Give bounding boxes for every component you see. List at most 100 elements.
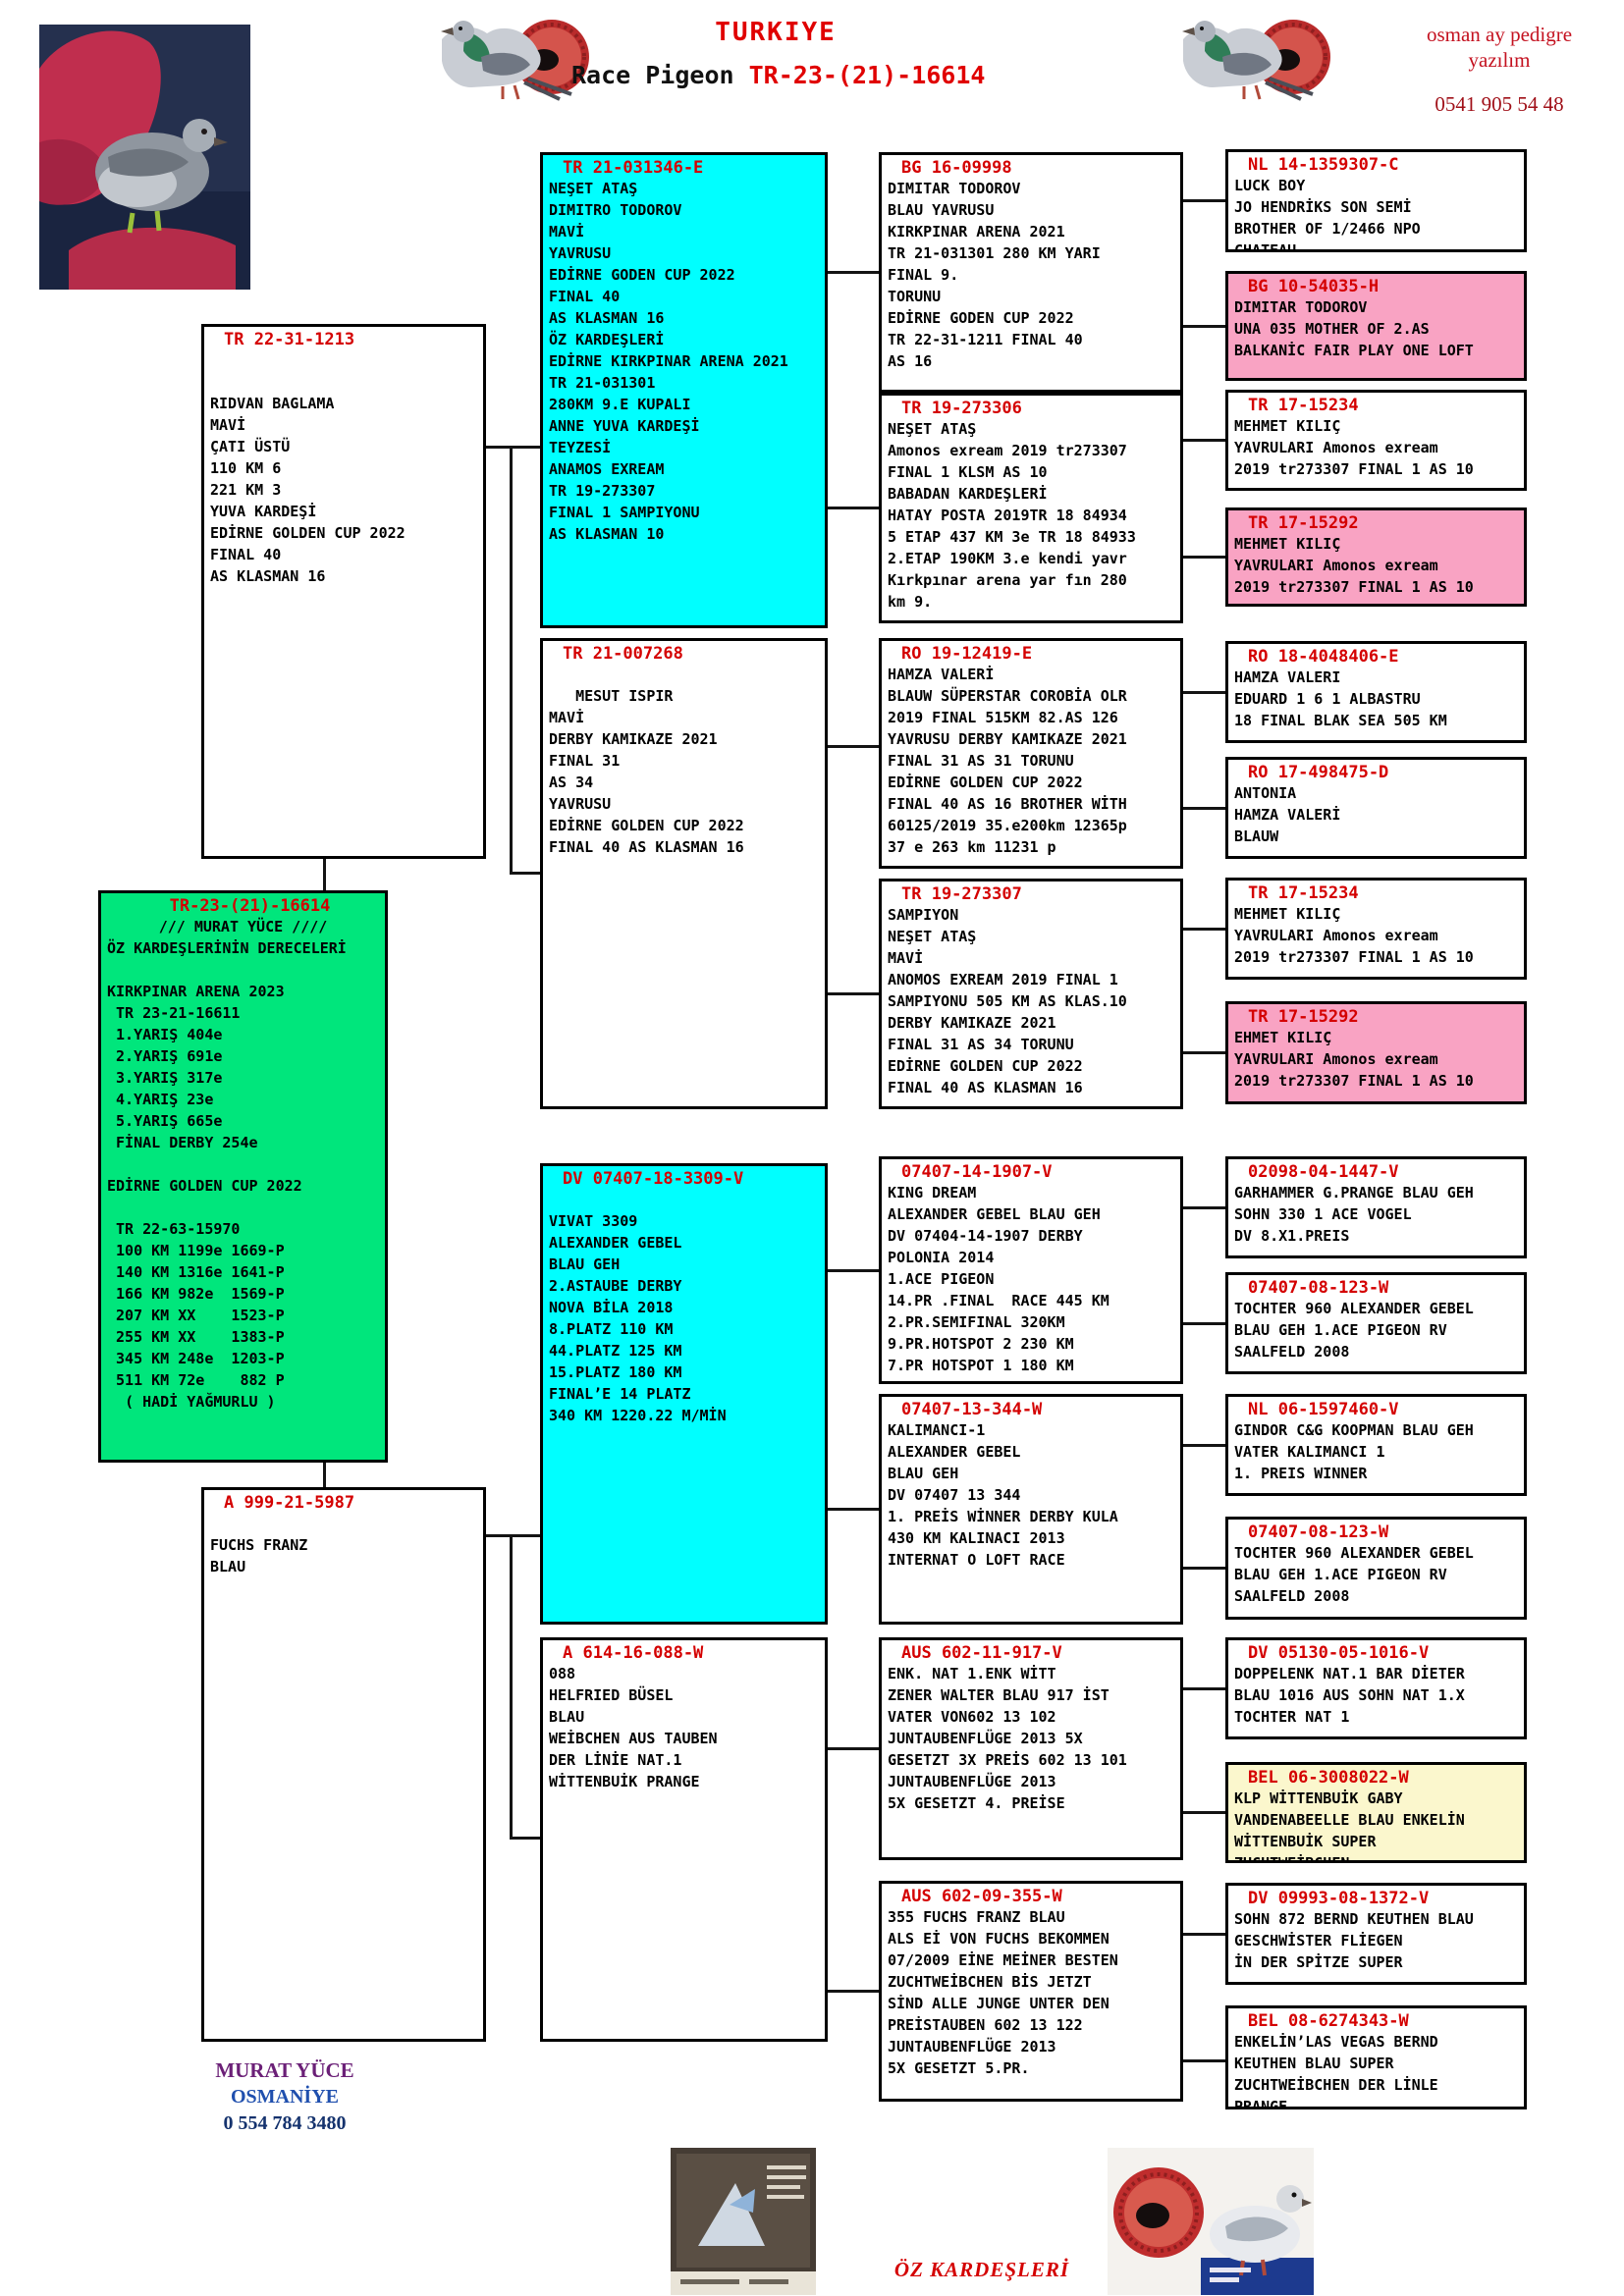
pedigree-box-tr15292b: TR 17-15292 EHMET KILIÇ YAVRULARI Amonos… bbox=[1225, 1001, 1527, 1104]
ring-number: 07407-14-1907-V bbox=[901, 1162, 1053, 1182]
box-body: MEHMET KILIÇ YAVRULARI Amonos exream 201… bbox=[1234, 905, 1474, 966]
box-body: ÖZ KARDEŞLERİNİN DERECELERİ KIRKPINAR AR… bbox=[107, 939, 347, 1411]
connector-line bbox=[510, 1837, 540, 1840]
connector-line bbox=[1183, 1811, 1225, 1814]
ring-number: BEL 06-3008022-W bbox=[1248, 1768, 1409, 1788]
pedigree-box-fmf: RO 19-12419-E HAMZA VALERİ BLAUW SÜPERST… bbox=[879, 638, 1183, 869]
box-body: LUCK BOY JO HENDRİKS SON SEMİ BROTHER OF… bbox=[1234, 177, 1421, 238]
pedigree-box-v02098: 02098-04-1447-V GARHAMMER G.PRANGE BLAU … bbox=[1225, 1156, 1527, 1258]
box-body: ENKELİN’LAS VEGAS BERND KEUTHEN BLAU SUP… bbox=[1234, 2033, 1438, 2094]
connector-line bbox=[486, 1534, 540, 1537]
document-title-label: Race Pigeon bbox=[571, 61, 749, 89]
box-body: TOCHTER 960 ALEXANDER GEBEL BLAU GEH 1.A… bbox=[1234, 1300, 1474, 1361]
fancier-name: NEŞET ATAŞ bbox=[888, 928, 977, 945]
ring-number: TR 17-15292 bbox=[1248, 1007, 1359, 1027]
owner-city: OSMANİYE bbox=[230, 2086, 339, 2108]
connector-line bbox=[828, 745, 879, 748]
ring-number: TR 17-15292 bbox=[1248, 513, 1359, 533]
pedigree-box-mf: DV 07407-18-3309-V VIVAT 3309 ALEXANDER … bbox=[540, 1163, 828, 1625]
box-body: FUCHS FRANZ BLAU bbox=[210, 1536, 308, 1575]
pigeon-eye-logo-right bbox=[1182, 20, 1330, 101]
pedigree-box-tr15234b: TR 17-15234 MEHMET KILIÇ YAVRULARI Amono… bbox=[1225, 878, 1527, 980]
pedigree-box-ro17: RO 17-498475-D ANTONIA HAMZA VALERİ BLAU… bbox=[1225, 757, 1527, 859]
connector-line bbox=[828, 271, 879, 274]
breeder-name: /// MURAT YÜCE //// bbox=[158, 918, 328, 935]
ring-number: 02098-04-1447-V bbox=[1248, 1162, 1399, 1182]
connector-line bbox=[828, 1990, 879, 1993]
ring-number: TR 19-273307 bbox=[901, 884, 1022, 904]
pedigree-box-mother: A 999-21-5987 FUCHS FRANZ BLAU bbox=[201, 1487, 486, 2042]
box-body: KLP WİTTENBUİK GABY VANDENABEELLE BLAU E… bbox=[1234, 1789, 1465, 1850]
fancier-name: MESUT ISPIR bbox=[575, 687, 674, 705]
box-body: HAMZA VALERİ BLAUW SÜPERSTAR COROBİA OLR… bbox=[888, 666, 1127, 856]
ring-number: A 614-16-088-W bbox=[563, 1643, 704, 1663]
connector-line bbox=[1183, 1567, 1225, 1570]
pigeon-eye-logo-left bbox=[441, 20, 589, 101]
pedigree-box-bel06: BEL 06-3008022-W KLP WİTTENBUİK GABY VAN… bbox=[1225, 1762, 1527, 1863]
ring-number: BG 10-54035-H bbox=[1248, 277, 1380, 296]
pedigree-box-fff: BG 16-09998 DIMITAR TODOROV BLAU YAVRUSU… bbox=[879, 152, 1183, 393]
bottom-caption: ÖZ KARDEŞLERİ bbox=[893, 2258, 1070, 2281]
box-body: MEHMET KILIÇ YAVRULARI Amonos exream 201… bbox=[1234, 535, 1474, 596]
connector-line bbox=[828, 1508, 879, 1511]
box-body: VIVAT 3309 ALEXANDER GEBEL BLAU GEH 2.AS… bbox=[549, 1212, 727, 1424]
box-body: NEŞET ATAŞ DIMITRO TODOROV MAVİ YAVRUSU … bbox=[549, 180, 788, 543]
box-body: ANTONIA HAMZA VALERİ BLAUW bbox=[1234, 784, 1341, 845]
connector-line bbox=[1183, 556, 1225, 559]
box-body: ENK. NAT 1.ENK WİTT ZENER WALTER BLAU 91… bbox=[888, 1665, 1127, 1812]
box-body-truncated: CHATEAU bbox=[1234, 241, 1297, 252]
pedigree-box-bg10: BG 10-54035-H DIMITAR TODOROV UNA 035 MO… bbox=[1225, 271, 1527, 381]
pedigree-box-fmm: TR 19-273307 SAMPIYON NEŞET ATAŞ MAVİ AN… bbox=[879, 879, 1183, 1109]
box-body: 088 HELFRIED BÜSEL BLAU WEİBCHEN AUS TAU… bbox=[549, 1665, 718, 1790]
ring-number: RO 17-498475-D bbox=[1248, 763, 1389, 782]
box-body: GARHAMMER G.PRANGE BLAU GEH SOHN 330 1 A… bbox=[1234, 1184, 1474, 1245]
poster-thumbnail bbox=[671, 2148, 816, 2295]
connector-line bbox=[1183, 1444, 1225, 1447]
connector-line bbox=[1183, 807, 1225, 810]
box-body-secondary: DV 07407 13 344 1. PREİS WİNNER DERBY KU… bbox=[888, 1486, 1118, 1569]
connector-line bbox=[1183, 199, 1225, 202]
pedigree-box-mfm: 07407-13-344-W KALIMANCI-1 ALEXANDER GEB… bbox=[879, 1394, 1183, 1625]
box-body: NEŞET ATAŞ Amonos exream 2019 tr273307 F… bbox=[888, 420, 1136, 611]
owner-block: MURAT YÜCE OSMANİYE 0 554 784 3480 bbox=[147, 2056, 422, 2137]
pedigree-box-nl14: NL 14-1359307-C LUCK BOY JO HENDRİKS SON… bbox=[1225, 149, 1527, 252]
box-body: MAVİ DERBY KAMIKAZE 2021 FINAL 31 AS 34 … bbox=[549, 709, 744, 856]
ring-number: DV 07407-18-3309-V bbox=[563, 1169, 744, 1189]
pedigree-box-fm: TR 21-007268 MESUT ISPIR MAVİ DERBY KAMI… bbox=[540, 638, 828, 1109]
connector-line bbox=[1183, 1206, 1225, 1209]
connector-line bbox=[323, 859, 326, 890]
software-phone: 0541 905 54 48 bbox=[1435, 92, 1564, 116]
ring-number: RO 19-12419-E bbox=[901, 644, 1033, 664]
pedigree-box-ffm: TR 19-273306 NEŞET ATAŞ Amonos exream 20… bbox=[879, 393, 1183, 623]
box-body: TOCHTER 960 ALEXANDER GEBEL BLAU GEH 1.A… bbox=[1234, 1544, 1474, 1605]
ring-number: TR 21-031346-E bbox=[563, 158, 704, 178]
connector-line bbox=[828, 1269, 879, 1272]
box-body: 355 FUCHS FRANZ BLAU ALS Eİ VON FUCHS BE… bbox=[888, 1908, 1118, 2077]
connector-line bbox=[510, 446, 513, 875]
country-title: TURKIYE bbox=[715, 18, 837, 47]
box-body: SAMPIYON bbox=[888, 906, 959, 924]
ring-number: NL 14-1359307-C bbox=[1248, 155, 1399, 175]
subject-ring-number: TR-23-(21)-16614 bbox=[748, 61, 986, 89]
pedigree-box-w123a: 07407-08-123-W TOCHTER 960 ALEXANDER GEB… bbox=[1225, 1272, 1527, 1374]
box-body: EHMET KILIÇ YAVRULARI Amonos exream 2019… bbox=[1234, 1029, 1474, 1090]
connector-line bbox=[510, 872, 540, 875]
ring-number: NL 06-1597460-V bbox=[1248, 1400, 1399, 1419]
pedigree-box-father: TR 22-31-1213 RIDVAN BAGLAMA MAVİ ÇATI Ü… bbox=[201, 324, 486, 859]
ring-number: BG 16-09998 bbox=[901, 158, 1012, 178]
connector-line bbox=[1183, 691, 1225, 694]
box-body: DIMITAR TODOROV BLAU YAVRUSU KIRKPINAR A… bbox=[888, 180, 1101, 262]
pedigree-box-w123b: 07407-08-123-W TOCHTER 960 ALEXANDER GEB… bbox=[1225, 1517, 1527, 1620]
connector-line bbox=[828, 507, 879, 509]
connector-line bbox=[1183, 1051, 1225, 1054]
ring-number: 07407-08-123-W bbox=[1248, 1278, 1389, 1298]
connector-line bbox=[828, 1747, 879, 1750]
ring-number: A 999-21-5987 bbox=[224, 1493, 355, 1513]
connector-line bbox=[510, 1534, 513, 1840]
ring-number: TR 22-31-1213 bbox=[224, 330, 355, 349]
pedigree-box-ro18: RO 18-4048406-E HAMZA VALERI EDUARD 1 6 … bbox=[1225, 641, 1527, 743]
eye-pigeon-thumbnail bbox=[1108, 2148, 1314, 2295]
owner-phone: 0 554 784 3480 bbox=[223, 2112, 347, 2134]
ring-number: BEL 08-6274343-W bbox=[1248, 2011, 1409, 2031]
pigeon-name: KING DREAM bbox=[888, 1184, 977, 1201]
